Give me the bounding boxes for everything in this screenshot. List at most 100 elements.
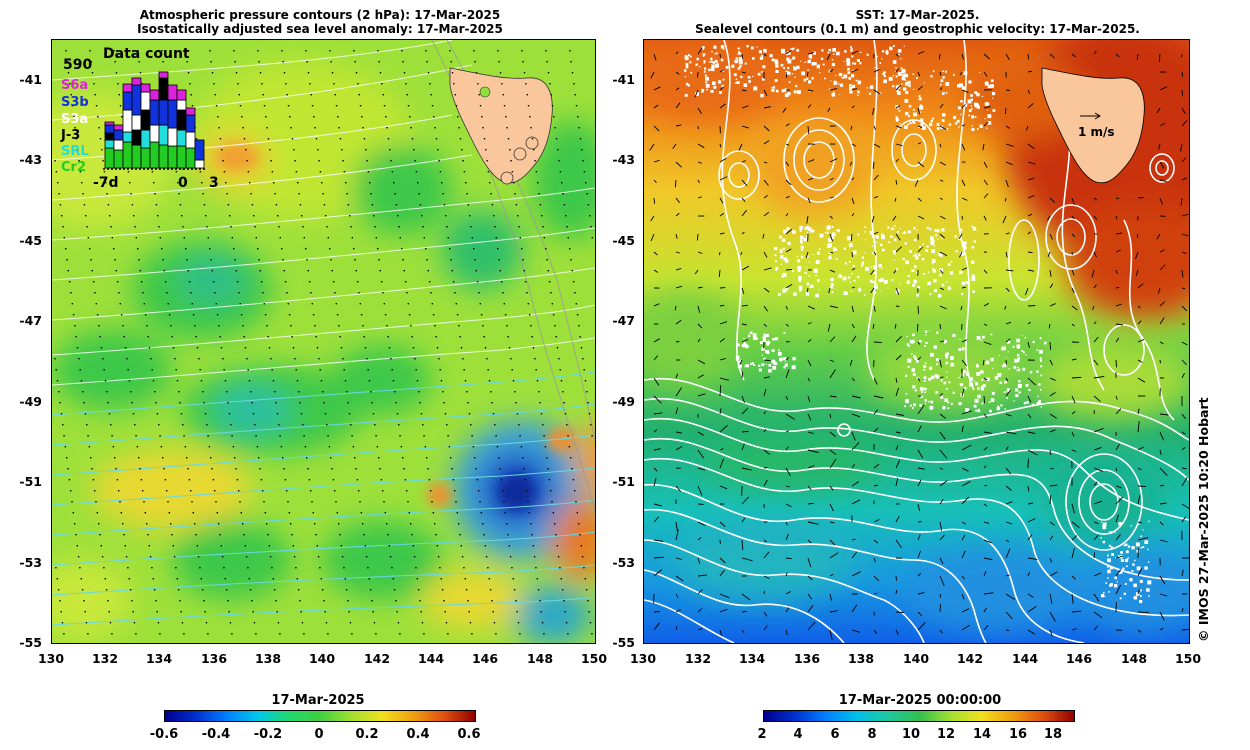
track-dot — [394, 391, 396, 393]
velocity-arrow — [1115, 555, 1123, 559]
cloud-pixel — [828, 256, 832, 260]
track-dot — [358, 94, 360, 96]
cloud-pixel — [787, 71, 791, 75]
cloud-pixel — [720, 45, 725, 49]
track-dot — [207, 435, 209, 437]
track-dot — [467, 600, 469, 602]
cloud-pixel — [839, 94, 841, 95]
cloud-pixel — [920, 118, 924, 122]
track-dot — [513, 182, 515, 184]
track-dot — [101, 556, 104, 558]
cloud-pixel — [808, 80, 812, 84]
cloud-pixel — [911, 269, 915, 272]
track-dot — [549, 83, 551, 85]
velocity-arrow — [829, 503, 834, 512]
cloud-pixel — [769, 54, 773, 58]
cloud-pixel — [940, 237, 943, 240]
velocity-arrow — [697, 374, 704, 379]
cloud-pixel — [684, 69, 687, 72]
cloud-pixel — [1104, 595, 1106, 597]
track-dot — [159, 435, 161, 437]
velocity-arrow — [939, 87, 943, 91]
track-dot — [522, 457, 524, 459]
track-dot — [355, 270, 357, 272]
velocity-arrow — [983, 341, 992, 346]
cloud-pixel — [803, 78, 807, 82]
track-dot — [330, 61, 332, 63]
velocity-arrow — [653, 377, 660, 386]
cloud-pixel — [936, 358, 939, 362]
cloud-pixel — [935, 234, 938, 237]
cloud-pixel — [705, 81, 708, 84]
track-dot — [472, 446, 475, 448]
cloud-pixel — [881, 267, 883, 269]
mission-label-s3a: S3a — [61, 112, 89, 127]
cloud-pixel — [805, 235, 808, 238]
track-dot — [57, 589, 60, 591]
cloud-pixel — [1014, 358, 1018, 363]
track-dot — [222, 160, 224, 162]
track-dot — [314, 127, 316, 129]
velocity-arrow — [829, 593, 833, 601]
track-dot — [134, 424, 136, 426]
velocity-arrow — [829, 233, 834, 242]
cloud-pixel — [838, 83, 840, 85]
track-dot — [422, 424, 424, 426]
track-dot — [335, 105, 338, 107]
track-dot — [378, 61, 380, 63]
cloud-pixel — [990, 333, 993, 336]
track-dot — [139, 468, 141, 470]
track-dot — [257, 50, 259, 52]
track-dot — [151, 369, 153, 371]
cloud-pixel — [1125, 543, 1128, 546]
cloud-pixel — [836, 51, 840, 56]
track-dot — [418, 391, 420, 393]
cloud-pixel — [1038, 399, 1041, 403]
track-dot — [272, 380, 275, 382]
cloud-pixel — [846, 58, 851, 63]
cloud-pixel — [757, 72, 761, 76]
velocity-arrow — [697, 143, 705, 149]
cloud-pixel — [775, 266, 779, 270]
track-dot — [334, 94, 336, 96]
cloud-pixel — [916, 294, 919, 297]
track-dot — [201, 589, 204, 591]
track-dot — [474, 457, 476, 459]
track-dot — [452, 281, 455, 283]
track-dot — [401, 50, 403, 52]
track-dot — [421, 622, 424, 624]
velocity-arrow — [939, 603, 941, 613]
velocity-arrow — [895, 335, 902, 343]
track-dot — [223, 567, 225, 569]
velocity-arrow — [1027, 502, 1034, 505]
track-dot — [151, 567, 153, 569]
track-dot — [567, 435, 569, 437]
track-dot — [500, 479, 503, 481]
velocity-arrow — [741, 197, 746, 202]
cloud-pixel — [800, 249, 803, 251]
track-dot — [433, 116, 435, 118]
track-dot — [369, 589, 372, 591]
track-dot — [482, 325, 484, 327]
velocity-arrow — [850, 125, 853, 131]
track-dot — [425, 50, 427, 52]
cloud-pixel — [779, 357, 783, 362]
track-dot — [323, 402, 325, 404]
track-dot — [518, 424, 520, 426]
track-dot — [453, 83, 455, 85]
velocity-arrow — [1027, 557, 1038, 560]
cloud-pixel — [927, 281, 931, 286]
cloud-pixel — [933, 279, 937, 283]
track-dot — [535, 567, 537, 569]
track-dot — [476, 479, 479, 481]
velocity-arrow — [829, 610, 838, 613]
velocity-arrow — [983, 484, 988, 487]
cloud-pixel — [937, 294, 942, 298]
cloud-pixel — [947, 401, 950, 404]
cloud-pixel — [959, 383, 963, 387]
track-dot — [517, 215, 519, 217]
track-dot — [234, 259, 236, 261]
track-dot — [274, 193, 276, 195]
velocity-arrow — [785, 572, 788, 577]
velocity-arrow — [916, 323, 919, 332]
